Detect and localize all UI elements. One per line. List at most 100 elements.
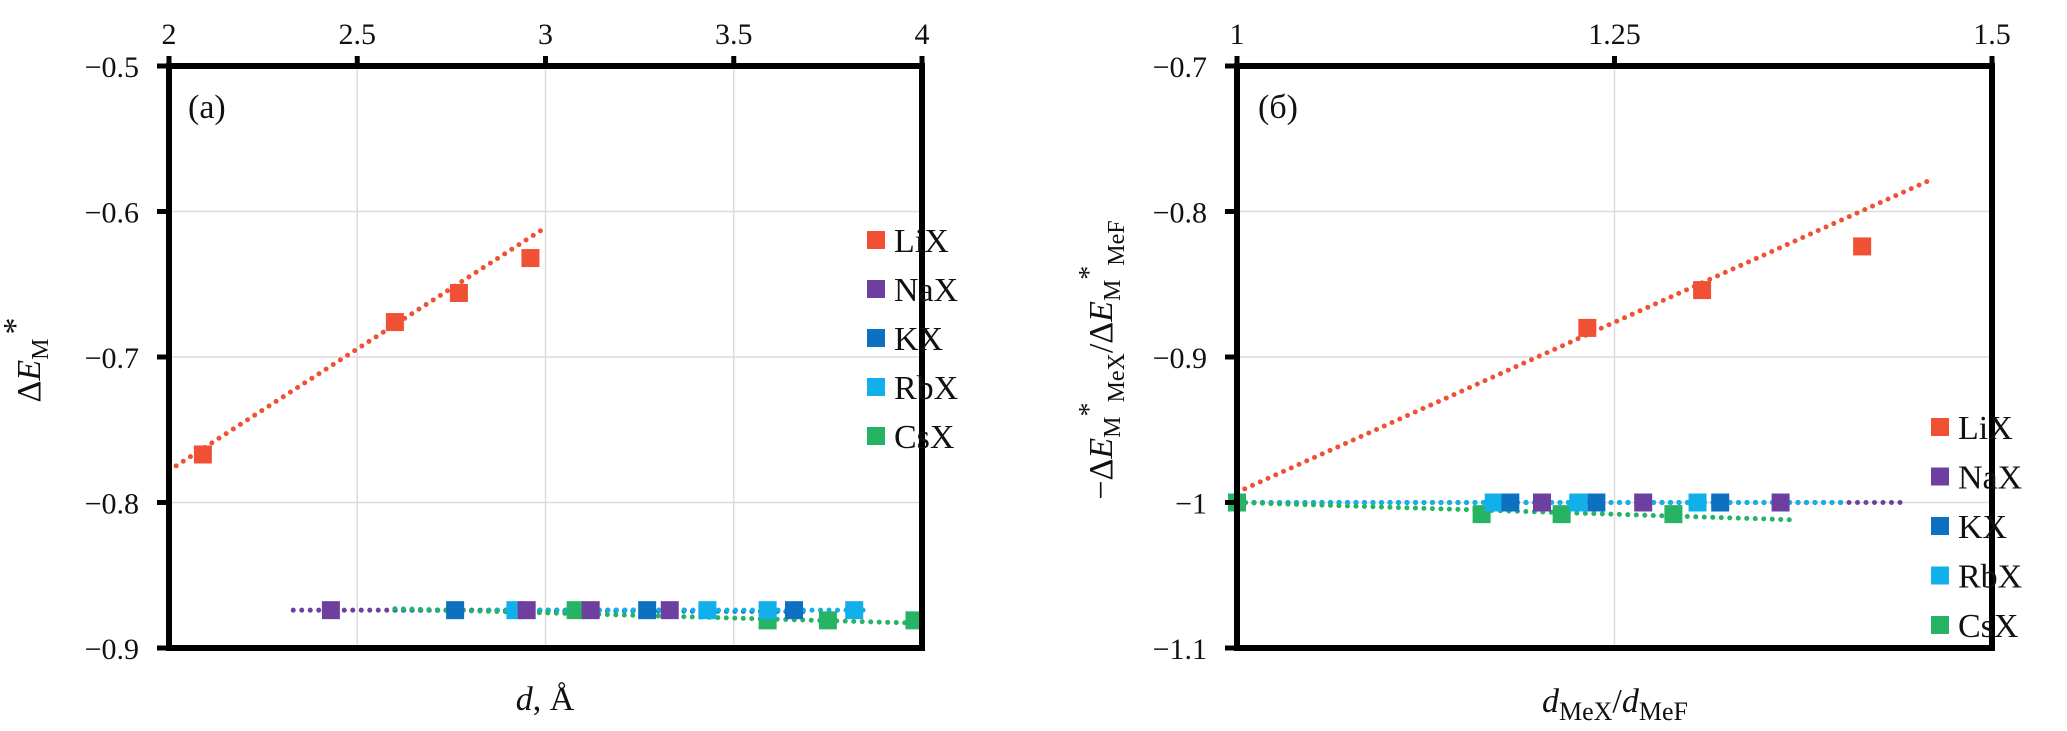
marker-nax: [1533, 493, 1552, 512]
marker-nax: [581, 601, 600, 620]
x-title-sub1: MeX: [1559, 697, 1613, 726]
y-tick-label: −0.7: [85, 342, 139, 375]
trendlines: [1234, 176, 1935, 523]
legend-item-kx: KX: [867, 321, 943, 358]
legend-swatch: [1931, 616, 1949, 634]
marker-lix: [1578, 318, 1597, 337]
panel-b: 1 1.25 1.5 −0.7 −0.8 −0.9 −1 −1.1 (б) LiX NaX KX R…: [1074, 18, 2022, 726]
marker-lix: [449, 283, 468, 302]
marker-rbx: [758, 601, 777, 620]
legend-item-lix: LiX: [1931, 410, 2013, 447]
legend-label: NaX: [1958, 460, 2022, 497]
marker-kx: [1711, 493, 1730, 512]
legend-item-lix: LiX: [867, 223, 949, 260]
markers: [1228, 237, 1872, 524]
legend-swatch: [867, 231, 885, 249]
x-tick-label: 2.5: [339, 18, 377, 51]
y-title-subsub2: MeF: [1104, 220, 1130, 265]
legend-label: RbX: [894, 370, 958, 407]
panel-label-a: (a): [188, 89, 226, 126]
legend-label: KX: [1958, 509, 2007, 546]
legend-swatch: [867, 378, 885, 396]
legend-item-nax: NaX: [1931, 460, 2022, 497]
marker-kx: [446, 601, 465, 620]
marker-nax: [1771, 493, 1790, 512]
tick-labels: 2 2.5 3 3.5 4 −0.5 −0.6 −0.7 −0.8 −0.9: [85, 18, 930, 666]
marker-csx: [818, 611, 837, 630]
marker-csx: [1552, 505, 1571, 524]
x-tick-label: 1: [1230, 18, 1245, 51]
x-axis-title: d, Å: [516, 681, 575, 718]
x-tick-label: 1.25: [1588, 18, 1641, 51]
legend-swatch: [867, 280, 885, 298]
legend-label: CsX: [1958, 608, 2018, 645]
tick-labels: 1 1.25 1.5 −0.7 −0.8 −0.9 −1 −1.1: [1153, 18, 2011, 666]
x-title-d2: d: [1622, 683, 1640, 720]
gridlines: [1237, 66, 1992, 648]
x-tick-label: 4: [915, 18, 930, 51]
y-tick-label: −0.8: [1153, 197, 1207, 230]
gridlines: [169, 66, 922, 648]
y-title-sub2: M: [1100, 280, 1126, 301]
marker-rbx: [1688, 493, 1707, 512]
y-tick-label: −0.9: [85, 633, 139, 666]
trendline-csx: [392, 606, 925, 626]
marker-lix: [1693, 281, 1712, 300]
legend-label: LiX: [1958, 410, 2013, 447]
x-tick-label: 3: [538, 18, 553, 51]
y-title-e1: E: [1083, 438, 1120, 460]
y-tick-label: −1.1: [1153, 633, 1207, 666]
legend-swatch: [1931, 566, 1949, 585]
legend: LiX NaX KX RbX CsX: [867, 223, 958, 456]
x-axis-title-unit: , Å: [533, 681, 575, 718]
x-tick-label: 2: [162, 18, 177, 51]
x-title-slash: /: [1612, 683, 1622, 720]
legend-item-csx: CsX: [1931, 608, 2018, 645]
marker-csx: [566, 601, 585, 620]
y-axis-title: ΔEM *: [0, 318, 54, 403]
marker-rbx: [1484, 493, 1503, 512]
x-title-sub2: MeF: [1639, 697, 1688, 726]
trendline-lix: [166, 225, 548, 473]
legend-label: NaX: [894, 272, 958, 309]
y-title-slash: /Δ: [1083, 322, 1120, 353]
marker-rbx: [845, 601, 864, 620]
marker-lix: [1853, 237, 1872, 256]
legend-label: KX: [894, 321, 943, 358]
x-tick-label: 1.5: [1973, 18, 2011, 51]
x-axis-title: dMeX/dMeF: [1542, 683, 1688, 726]
marker-kx: [784, 601, 803, 620]
y-tick-label: −0.6: [85, 197, 139, 230]
legend-item-rbx: RbX: [867, 370, 958, 407]
y-title-sub: M: [28, 339, 54, 360]
y-title-sub1: M: [1100, 416, 1126, 437]
legend-item-kx: KX: [1931, 509, 2007, 546]
marker-kx: [638, 601, 657, 620]
panel-label-b: (б): [1258, 89, 1298, 126]
y-title-sup2: *: [1074, 266, 1105, 280]
y-title-e2: E: [1083, 301, 1120, 323]
y-title-sup1: *: [1074, 402, 1105, 416]
marker-lix: [385, 313, 404, 332]
marker-lix: [193, 445, 212, 464]
marker-nax: [321, 601, 340, 620]
marker-nax: [660, 601, 679, 620]
legend-swatch: [867, 427, 885, 445]
marker-lix: [521, 249, 540, 268]
legend-item-nax: NaX: [867, 272, 958, 309]
legend-label: LiX: [894, 223, 949, 260]
panel-a: 2 2.5 3 3.5 4 −0.5 −0.6 −0.7 −0.8 −0.9 (a) LiX NaX…: [0, 18, 958, 718]
marker-csx: [1664, 505, 1683, 524]
legend-swatch: [1931, 467, 1949, 486]
y-tick-label: −0.9: [1153, 342, 1207, 375]
legend-swatch: [1931, 418, 1949, 436]
y-title-e: E: [11, 360, 48, 382]
y-tick-label: −0.8: [85, 488, 139, 521]
y-axis-title: −ΔEM*MeX/ΔEM*MeF: [1074, 220, 1130, 499]
y-tick-label: −1: [1175, 488, 1207, 521]
legend-swatch: [867, 329, 885, 347]
y-title-subsub1: MeX: [1104, 353, 1130, 402]
marker-nax: [517, 601, 536, 620]
y-tick-label: −0.5: [85, 51, 139, 84]
x-tick-label: 3.5: [715, 18, 753, 51]
